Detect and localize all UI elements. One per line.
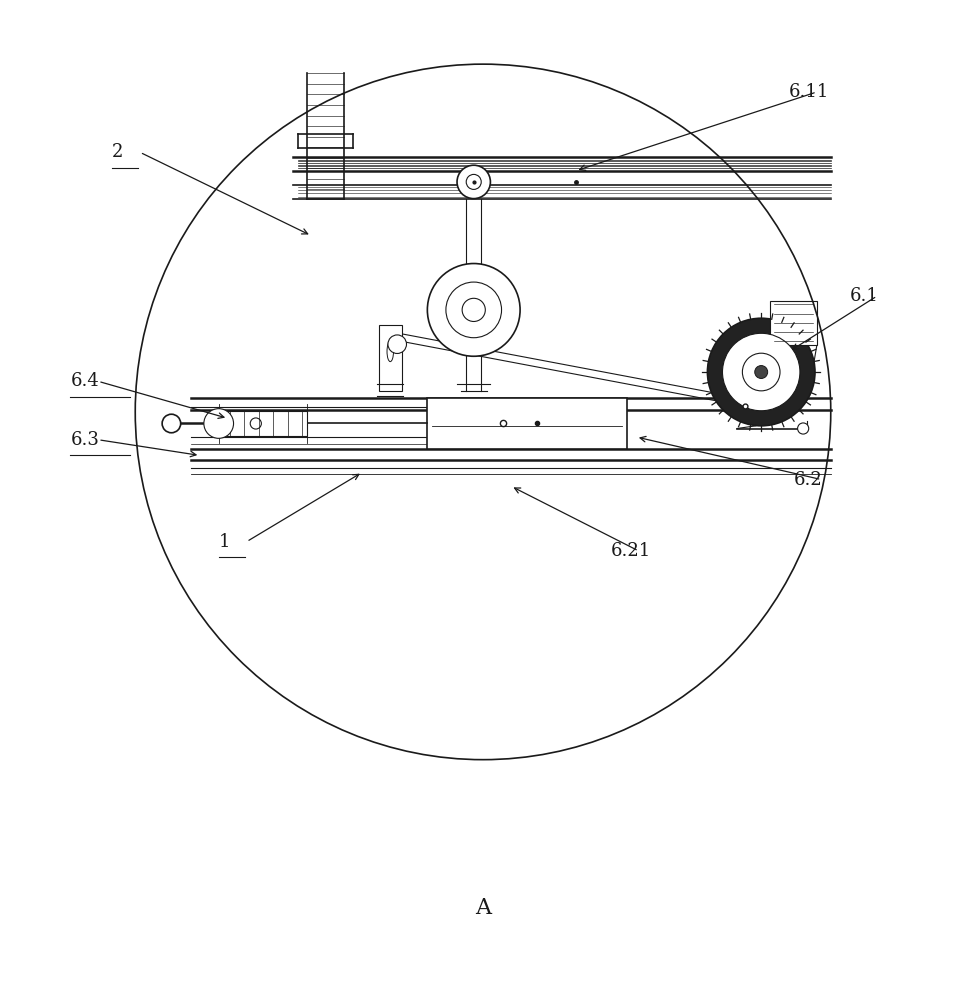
Text: 6.3: 6.3 <box>71 431 99 449</box>
Circle shape <box>707 318 815 426</box>
Circle shape <box>743 353 780 391</box>
Bar <box>218 411 307 436</box>
Text: 6.1: 6.1 <box>849 287 878 305</box>
Ellipse shape <box>387 341 393 362</box>
Text: 6.21: 6.21 <box>611 542 651 560</box>
Text: 2: 2 <box>112 143 124 161</box>
Circle shape <box>798 423 809 434</box>
Bar <box>379 325 402 391</box>
Circle shape <box>162 414 181 433</box>
Circle shape <box>446 282 501 338</box>
Text: 6.4: 6.4 <box>71 372 99 390</box>
Circle shape <box>250 418 262 429</box>
Circle shape <box>462 298 485 321</box>
Circle shape <box>467 174 481 189</box>
Circle shape <box>204 409 234 438</box>
Circle shape <box>754 366 768 378</box>
Text: A: A <box>475 897 491 919</box>
Bar <box>771 301 817 345</box>
Text: 1: 1 <box>218 533 230 551</box>
Text: 6.2: 6.2 <box>794 471 822 489</box>
Bar <box>427 398 627 449</box>
Circle shape <box>723 333 800 411</box>
Circle shape <box>388 335 407 353</box>
Circle shape <box>457 165 491 199</box>
Circle shape <box>427 264 520 356</box>
Text: 6.11: 6.11 <box>789 83 830 101</box>
